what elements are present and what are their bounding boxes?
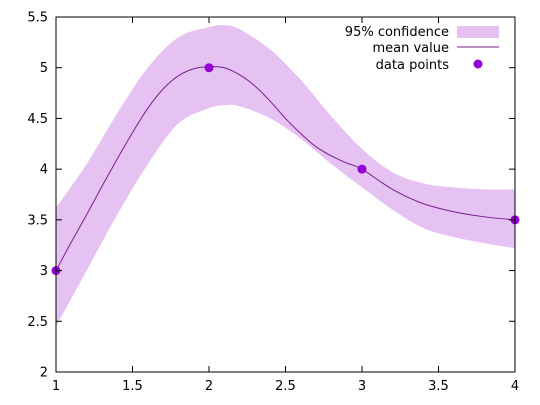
legend-swatch-confidence [457,26,499,38]
x-tick-label: 2 [205,379,213,394]
y-tick-label: 2 [40,366,48,381]
x-tick-label: 4 [511,379,519,394]
x-tick-label: 1.5 [122,379,143,394]
mean-value-line [55,66,516,271]
y-tick-label: 2.5 [27,315,48,330]
x-tick-label: 2.5 [275,379,296,394]
mean-line-layer [55,66,516,271]
x-tick-label: 1 [52,379,60,394]
y-tick-label: 5 [40,61,48,76]
data-point [357,164,367,174]
confidence-band [56,24,515,327]
legend-swatch-data-points [473,59,483,69]
confidence-band-layer [56,24,515,327]
x-tick-label: 3 [358,379,366,394]
legend-label-mean: mean value [372,41,449,56]
axis-ticks: 1 1.5 2 2.5 3 3.5 4 2 2.5 3 3.5 4 4.5 5 5.5 [27,11,519,395]
y-tick-label: 5.5 [27,11,48,26]
x-tick-label: 3.5 [428,379,449,394]
data-point [204,63,214,73]
y-tick-label: 3.5 [27,213,48,228]
legend-label-data-points: data points [376,58,450,73]
legend: 95% confidence mean value data points [345,25,499,73]
y-tick-label: 4.5 [27,112,48,127]
y-tick-label: 4 [40,163,48,178]
y-tick-label: 3 [40,264,48,279]
legend-label-confidence: 95% confidence [345,25,449,40]
